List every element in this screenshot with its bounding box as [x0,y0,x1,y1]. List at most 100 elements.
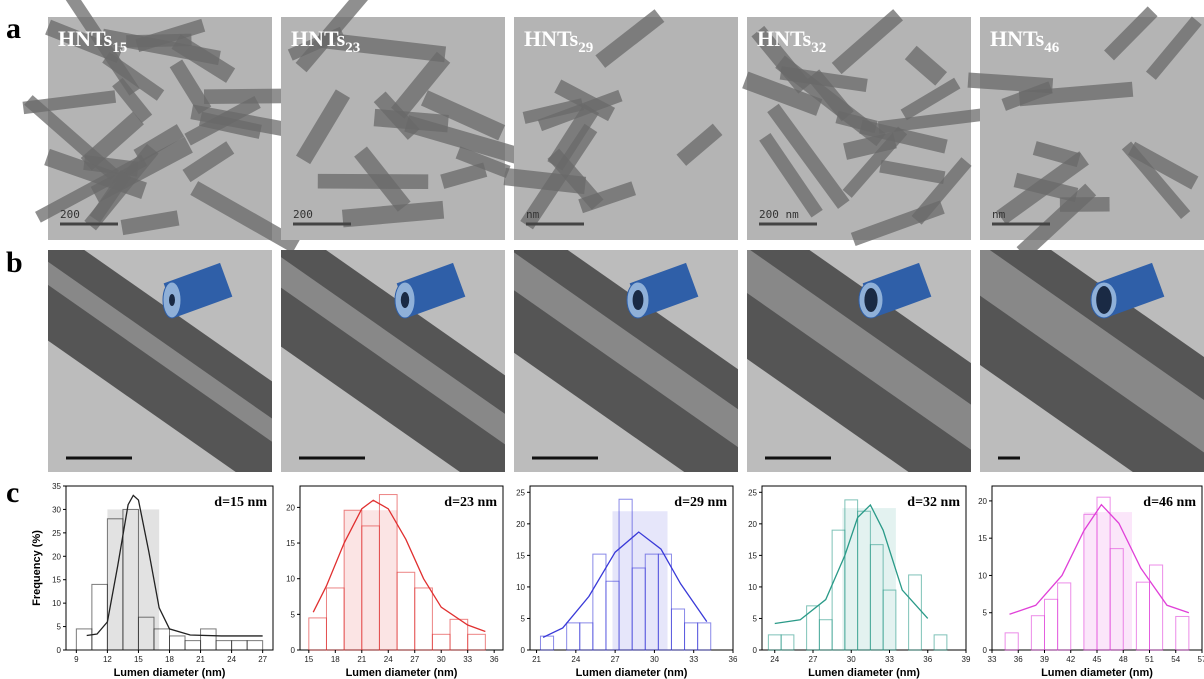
annotation: d=23 nm [444,495,497,510]
y-tick-label: 0 [983,646,988,655]
y-tick-label: 25 [516,488,525,497]
y-tick-label: 30 [52,505,61,514]
bar [819,620,832,650]
label: HNTs [58,26,113,51]
annotation: d=32 nm [907,495,960,510]
x-tick-label: 27 [611,655,620,664]
tube-icon-hole [1096,286,1112,314]
bar [934,635,947,650]
x-tick-label: 21 [196,655,205,664]
bar [432,634,450,650]
y-tick-label: 15 [52,576,61,585]
x-tick-label: 48 [1119,655,1128,664]
band [613,511,668,650]
x-tick-label: 24 [770,655,779,664]
x-tick-label: 39 [962,655,971,664]
y-tick-label: 20 [52,552,61,561]
nanotube [126,34,191,48]
x-tick-label: 9 [74,655,79,664]
y-tick-label: 10 [978,571,987,580]
bar [1136,582,1149,650]
nanotube [1060,197,1110,212]
bar [1031,616,1044,650]
annotation: d=15 nm [214,495,267,510]
bar [698,623,711,650]
x-tick-label: 33 [885,655,894,664]
bar [580,623,593,650]
label-subscript: 32 [811,40,826,56]
x-axis-label: Lumen diameter (nm) [346,667,458,679]
x-tick-label: 36 [1014,655,1023,664]
y-tick-label: 5 [521,614,526,623]
bar [216,641,232,650]
tube-icon-hole [633,290,644,310]
x-tick-label: 39 [1040,655,1049,664]
x-tick-label: 51 [1145,655,1154,664]
x-tick-label: 54 [1171,655,1180,664]
bar [309,618,327,650]
annotation: d=29 nm [674,495,727,510]
x-axis-label: Lumen diameter (nm) [114,667,226,679]
bar [468,634,486,650]
band [344,510,397,650]
label-subscript: 46 [1044,40,1060,56]
y-tick-label: 10 [286,575,295,584]
x-tick-label: 36 [729,655,738,664]
y-tick-label: 15 [978,534,987,543]
bar [1176,616,1189,650]
bar [909,575,922,650]
y-tick-label: 20 [286,503,295,512]
bar [567,623,580,650]
y-tick-label: 20 [516,520,525,529]
x-tick-label: 12 [103,655,112,664]
panel-label: b [6,246,23,279]
bar [593,554,606,650]
bar [92,584,108,650]
bar [671,609,684,650]
x-axis-label: Lumen diameter (nm) [576,667,688,679]
nanotube [318,174,428,189]
x-tick-label: 30 [847,655,856,664]
y-tick-label: 25 [748,488,757,497]
bar [326,588,344,650]
bar [170,636,186,650]
y-tick-label: 15 [516,551,525,560]
bar [1045,599,1058,650]
y-tick-label: 15 [286,539,295,548]
fit-curve [313,500,485,631]
panel-label: a [6,12,21,45]
label: HNTs [291,26,346,51]
x-tick-label: 15 [304,655,313,664]
band [842,508,896,650]
label: HNTs [757,26,812,51]
y-tick-label: 5 [753,614,758,623]
bar [232,641,248,650]
bar [415,588,433,650]
y-tick-label: 0 [57,646,62,655]
bar [1058,583,1071,650]
panel-label: c [6,476,19,509]
scale-label: 200 nm [759,208,799,221]
bar [1005,633,1018,650]
y-tick-label: 20 [978,497,987,506]
y-tick-label: 0 [753,646,758,655]
scale-label: nm [526,208,540,221]
x-tick-label: 24 [384,655,393,664]
micrographs [0,0,1204,515]
y-tick-label: 10 [748,583,757,592]
label-subscript: 29 [578,40,593,56]
y-tick-label: 20 [748,520,757,529]
y-tick-label: 25 [52,529,61,538]
y-tick-label: 0 [521,646,526,655]
bar [185,641,201,650]
y-tick-label: 35 [52,482,61,491]
x-tick-label: 15 [134,655,143,664]
annotation: d=46 nm [1143,495,1196,510]
label: HNTs [990,26,1045,51]
figure: a b c HNTs15200HNTs23200HNTs29nmHNTs3220… [0,0,1204,679]
scale-label: nm [992,208,1006,221]
x-tick-label: 33 [988,655,997,664]
y-tick-label: 5 [291,610,296,619]
bar [201,629,217,650]
bar [247,641,263,650]
